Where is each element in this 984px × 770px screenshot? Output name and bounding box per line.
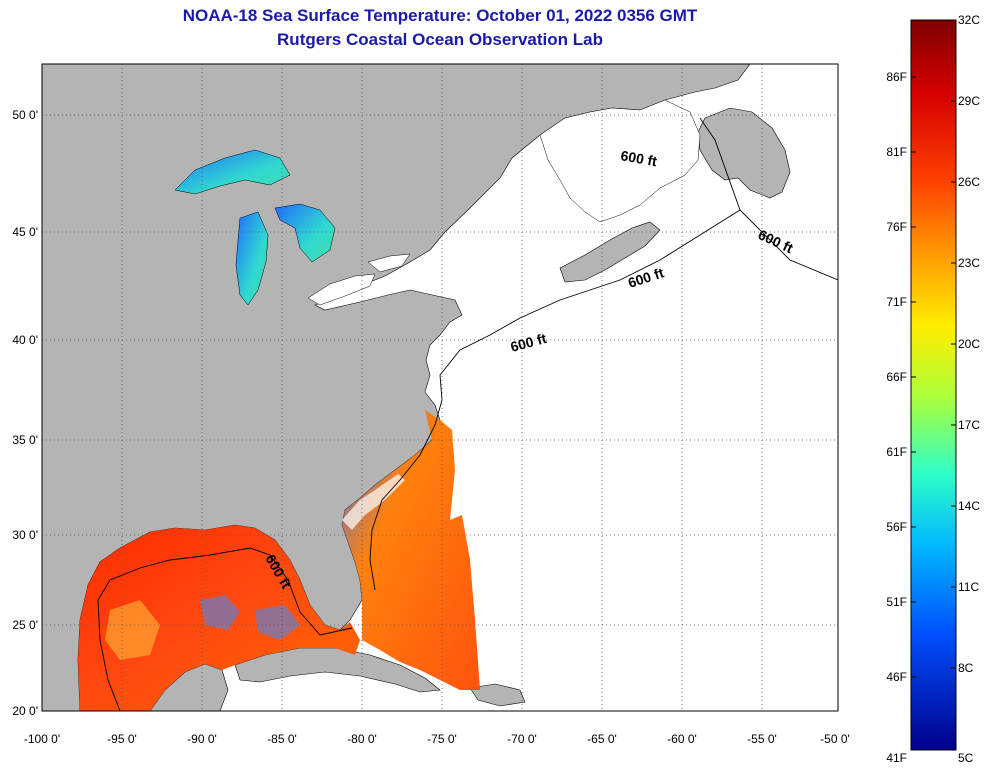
gulf-st-lawrence [539, 99, 701, 223]
lake-michigan [235, 211, 269, 306]
lat-tick-label: 20 0' [12, 704, 38, 718]
colorbar [910, 19, 957, 751]
depth-contour-600ft [97, 117, 838, 711]
colorbar-celsius-label: 26C [958, 175, 980, 189]
colorbar-fahrenheit-label: 46F [886, 670, 907, 684]
colorbar-celsius-label: 17C [958, 418, 980, 432]
lon-tick-label: -100 0' [24, 732, 60, 746]
lon-tick-label: -85 0' [267, 732, 297, 746]
stream-cool-edge [342, 474, 405, 530]
lat-tick-label: 35 0' [12, 433, 38, 447]
lat-tick-label: 45 0' [12, 225, 38, 239]
colorbar-fahrenheit-label: 56F [886, 520, 907, 534]
colorbar-fahrenheit-label: 86F [886, 70, 907, 84]
lon-tick-label: -50 0' [820, 732, 850, 746]
nova-scotia-land [559, 221, 661, 283]
colorbar-celsius-label: 14C [958, 499, 980, 513]
lon-tick-label: -65 0' [587, 732, 617, 746]
colorbar-celsius-label: 29C [958, 94, 980, 108]
lon-tick-label: -75 0' [427, 732, 457, 746]
lon-tick-label: -60 0' [667, 732, 697, 746]
colorbar-ticks [911, 76, 956, 678]
lat-tick-label: 25 0' [12, 618, 38, 632]
lake-ontario [367, 253, 411, 273]
colorbar-fahrenheit-label: 61F [886, 445, 907, 459]
lon-tick-label: -80 0' [347, 732, 377, 746]
lake-superior [174, 149, 291, 195]
colorbar-fahrenheit-label: 76F [886, 220, 907, 234]
lake-erie [307, 273, 376, 306]
contour-label: 600 ft [619, 147, 658, 169]
map-frame [41, 63, 839, 712]
colorbar-celsius-label: 11C [958, 580, 979, 594]
colorbar-fahrenheit-label: 41F [886, 751, 907, 765]
lon-tick-label: -90 0' [187, 732, 217, 746]
lon-tick-label: -55 0' [747, 732, 777, 746]
colorbar-celsius-label: 32C [958, 13, 980, 27]
graticule [42, 64, 838, 711]
colorbar-fahrenheit-label: 51F [886, 595, 907, 609]
lat-tick-label: 50 0' [12, 108, 38, 122]
gulf-warm-patch [105, 600, 160, 660]
map-subtitle: Rutgers Coastal Ocean Observation Lab [277, 30, 603, 49]
colorbar-fahrenheit-label: 71F [886, 295, 907, 309]
lon-tick-label: -70 0' [507, 732, 537, 746]
newfoundland-land [697, 107, 791, 199]
colorbar-fahrenheit-label: 66F [886, 370, 907, 384]
colorbar-celsius-label: 5C [958, 751, 974, 765]
gulf-cool-patches [200, 595, 300, 640]
lat-tick-label: 40 0' [12, 333, 38, 347]
colorbar-celsius-label: 20C [958, 337, 980, 351]
hispaniola-land [469, 683, 526, 707]
north-america-land [42, 64, 751, 711]
lon-tick-label: -95 0' [107, 732, 137, 746]
colorbar-celsius-label: 8C [958, 661, 974, 675]
colorbar-celsius-label: 23C [958, 256, 980, 270]
lake-huron [274, 203, 336, 263]
lat-tick-label: 30 0' [12, 528, 38, 542]
atlantic-sst [342, 410, 480, 690]
colorbar-fahrenheit-label: 81F [886, 145, 907, 159]
map-title: NOAA-18 Sea Surface Temperature: October… [182, 6, 698, 25]
